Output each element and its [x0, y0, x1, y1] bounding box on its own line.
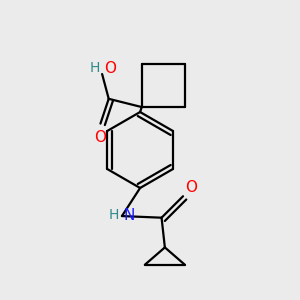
- Text: O: O: [185, 180, 197, 195]
- Text: N: N: [124, 208, 135, 223]
- Text: H: H: [109, 208, 119, 222]
- Text: O: O: [94, 130, 106, 145]
- Text: H: H: [90, 61, 101, 75]
- Text: O: O: [104, 61, 116, 76]
